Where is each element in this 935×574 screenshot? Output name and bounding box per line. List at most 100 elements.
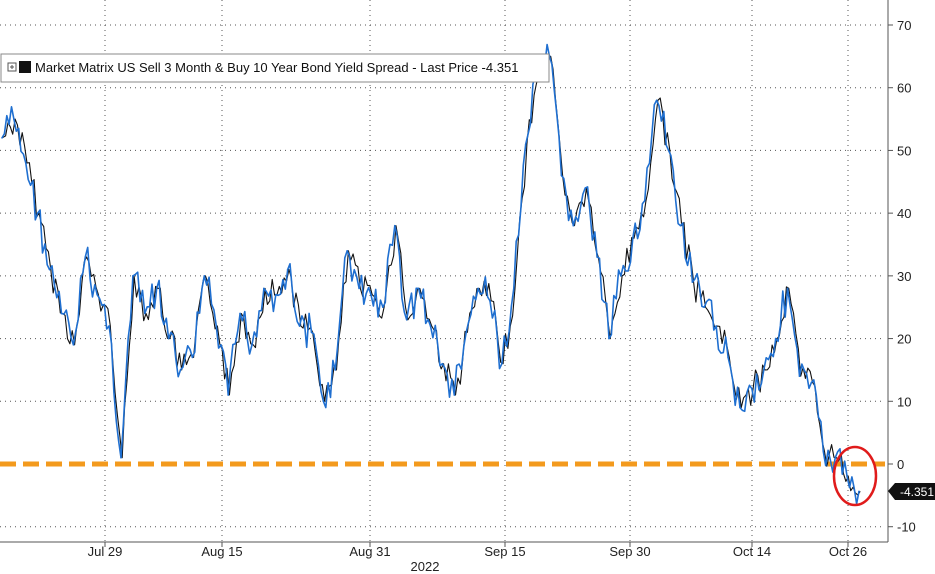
data-point	[370, 293, 372, 296]
data-point	[239, 312, 241, 315]
data-point	[584, 187, 587, 189]
series-line	[1, 43, 860, 505]
x-tick-label: Jul 29	[88, 544, 123, 559]
data-point	[191, 356, 194, 359]
data-point	[715, 325, 717, 327]
data-point	[489, 300, 491, 302]
data-point	[96, 293, 99, 296]
data-point	[643, 199, 646, 202]
series-layer	[1, 43, 861, 505]
y-tick-label: 30	[897, 269, 911, 284]
data-point	[155, 287, 158, 290]
data-point	[13, 118, 15, 120]
data-point	[310, 331, 313, 334]
data-point	[798, 375, 801, 378]
data-point	[858, 490, 860, 493]
data-point	[441, 362, 444, 365]
data-point	[179, 369, 182, 371]
data-point	[144, 312, 146, 315]
data-point	[774, 337, 777, 340]
legend-text: Market Matrix US Sell 3 Month & Buy 10 Y…	[35, 60, 518, 75]
data-point	[382, 306, 384, 309]
data-point	[786, 287, 789, 290]
data-point	[822, 450, 825, 453]
y-tick-label: 10	[897, 394, 911, 409]
data-point	[322, 400, 325, 403]
highlight-circle	[832, 445, 878, 507]
legend-box[interactable]: Market Matrix US Sell 3 Month & Buy 10 Y…	[0, 53, 550, 83]
series-swatch-icon	[19, 61, 31, 73]
data-point	[203, 275, 206, 277]
last-price-label: -4.351	[900, 485, 934, 499]
data-point	[655, 99, 658, 102]
x-tick-label: Aug 15	[201, 544, 242, 559]
data-point	[513, 287, 515, 290]
data-point	[751, 387, 753, 390]
data-point	[393, 224, 396, 227]
data-point	[501, 362, 503, 365]
data-point	[453, 394, 456, 396]
data-point	[417, 287, 420, 290]
data-point	[679, 224, 682, 227]
x-axis-year-label: 2022	[411, 559, 440, 574]
series-line-shadow	[1, 55, 861, 496]
data-point	[36, 212, 39, 214]
data-point	[810, 381, 813, 384]
data-point	[727, 356, 729, 359]
grid	[0, 0, 885, 542]
data-point	[429, 325, 432, 327]
data-point	[346, 249, 348, 252]
data-point	[477, 287, 479, 290]
data-point	[739, 406, 741, 409]
data-point	[274, 293, 277, 296]
data-point	[358, 287, 360, 290]
data-point	[762, 369, 765, 371]
data-point	[167, 337, 170, 340]
y-tick-label: 70	[897, 18, 911, 33]
data-point	[60, 312, 63, 315]
data-point	[72, 344, 75, 346]
y-tick-label: 0	[897, 457, 904, 472]
y-tick-label: 50	[897, 143, 911, 158]
y-tick-label: 20	[897, 332, 911, 347]
data-point	[25, 162, 27, 164]
data-point	[572, 224, 575, 227]
data-point	[298, 325, 301, 327]
data-point	[132, 275, 134, 277]
x-tick-label: Sep 30	[609, 544, 650, 559]
data-point	[560, 174, 563, 177]
x-tick-label: Sep 15	[484, 544, 525, 559]
data-point	[120, 456, 122, 459]
data-point	[846, 475, 848, 478]
data-point	[465, 331, 468, 334]
data-point	[263, 287, 265, 290]
data-point	[108, 325, 110, 327]
data-point	[596, 256, 598, 258]
data-point	[251, 344, 253, 346]
data-point	[286, 268, 289, 271]
last-price-tag: -4.351	[888, 483, 935, 500]
data-point	[524, 143, 527, 145]
x-tick-label: Oct 26	[829, 544, 867, 559]
x-tick-label: Oct 14	[733, 544, 771, 559]
data-point	[334, 369, 337, 371]
data-point	[84, 256, 87, 258]
y-axis: 70 60 50 40 30 20 10 0 -10	[887, 0, 916, 542]
data-point	[215, 325, 218, 327]
plus-box-icon[interactable]	[7, 62, 17, 72]
data-point	[667, 149, 670, 152]
data-point	[632, 237, 634, 240]
y-tick-label: 40	[897, 206, 911, 221]
data-point	[608, 337, 610, 340]
data-point	[834, 456, 836, 459]
y-tick-label: 60	[897, 81, 911, 96]
x-axis: Jul 29 Aug 15 Aug 31 Sep 15 Sep 30 Oct 14 Oct …	[0, 541, 888, 559]
data-point	[1, 137, 3, 139]
data-point	[691, 281, 694, 283]
data-point	[620, 275, 622, 277]
data-point	[703, 306, 706, 309]
data-point	[227, 394, 229, 396]
x-tick-label: Aug 31	[349, 544, 390, 559]
